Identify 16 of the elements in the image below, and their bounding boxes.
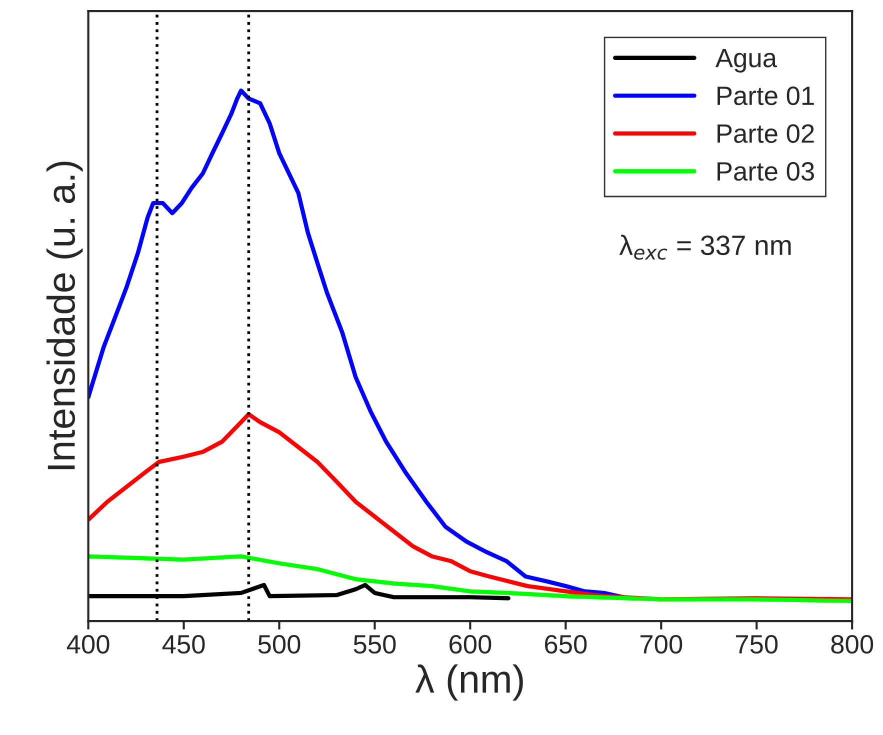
legend-label: Agua — [715, 48, 778, 73]
annotation: λ$_{exc}$ = 337 nm — [619, 234, 791, 260]
x-tick-label: 600 — [450, 634, 492, 654]
x-tick-label: 400 — [66, 634, 110, 654]
x-tick-label: 450 — [162, 634, 205, 654]
x-tick-label: 550 — [354, 634, 396, 654]
x-tick-label: 500 — [258, 634, 300, 654]
legend-label: Parte 02 — [718, 124, 814, 143]
x-tick-label: 800 — [831, 634, 874, 654]
x-tick-label: 750 — [736, 634, 778, 654]
legend-label: Parte 03 — [718, 162, 814, 181]
y-axis-title: Intensidade (u. a.) — [46, 162, 83, 470]
x-axis-title: λ (nm) — [415, 664, 523, 701]
x-tick-label: 650 — [545, 634, 587, 654]
x-tick-label: 700 — [640, 634, 682, 654]
legend-label: Parte 01 — [718, 86, 814, 106]
